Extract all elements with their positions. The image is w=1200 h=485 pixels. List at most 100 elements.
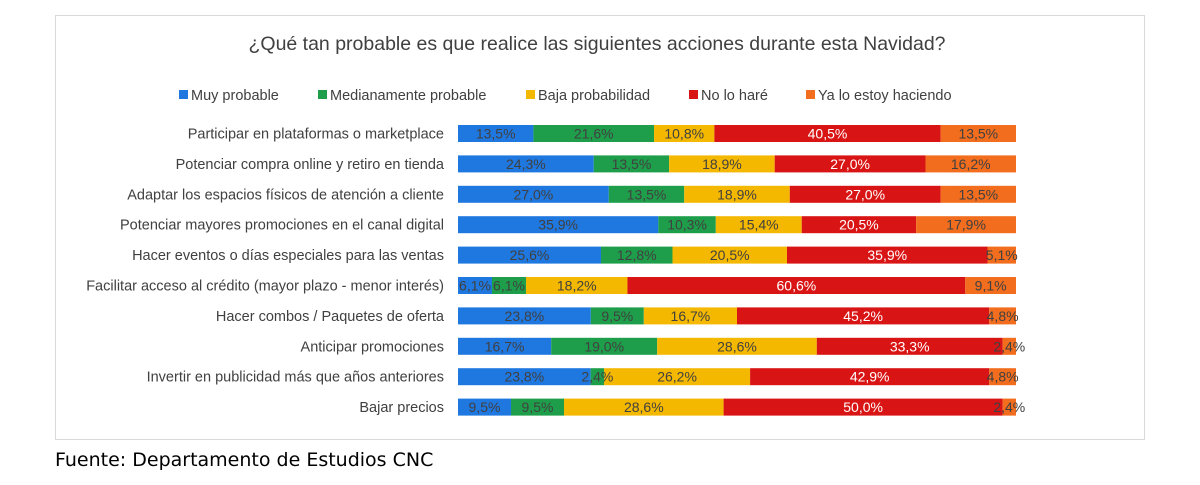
bar-segment-ya-lo-estoy-haciendo	[1002, 398, 1016, 416]
category-label: Hacer combos / Paquetes de oferta	[216, 309, 445, 325]
category-labels: Participar en plataformas o marketplace P…	[86, 127, 445, 417]
bar-segment-medianamente-probable	[533, 125, 655, 142]
bar-segment-medianamente-probable	[590, 307, 644, 325]
bar-segment-no-lo-hare	[789, 185, 941, 203]
data-label: 2,4%	[993, 338, 1025, 354]
stacked-bar-chart: ¿Qué tan probable es que realice las sig…	[86, 33, 1025, 417]
bar-segment-baja-probabilidad	[657, 337, 817, 355]
data-label: 2,4%	[993, 399, 1025, 415]
bar-labels: 13,5% 21,6% 10,8% 40,5% 13,5% 24,3% 13,5% 18,9%…	[459, 126, 1025, 416]
bar-segment-baja-probabilidad	[643, 307, 737, 325]
bar-segment-muy-probable	[458, 277, 493, 294]
data-label: 60,6%	[777, 278, 817, 294]
data-label: 17,9%	[946, 217, 986, 233]
data-label: 21,6%	[574, 126, 614, 142]
bar-segment-no-lo-hare	[816, 337, 1003, 355]
data-label: 9,1%	[975, 278, 1007, 294]
bar-segment-ya-lo-estoy-haciendo	[989, 307, 1016, 325]
legend-label-medianamente-probable: Medianamente probable	[330, 88, 486, 104]
bar-segment-baja-probabilidad	[654, 125, 715, 142]
category-label: Facilitar acceso al crédito (mayor plazo…	[86, 279, 444, 295]
category-label: Potenciar mayores promociones en el cana…	[120, 218, 444, 234]
legend-label-baja-probabilidad: Baja probabilidad	[538, 88, 650, 104]
bar-segment-medianamente-probable	[511, 398, 565, 416]
data-label: 33,3%	[890, 338, 930, 354]
data-label: 16,7%	[485, 338, 525, 354]
bar-segment-no-lo-hare	[786, 246, 988, 264]
bar-segment-medianamente-probable	[600, 246, 673, 264]
legend-swatch-no-lo-hare	[689, 90, 698, 99]
bar-segment-muy-probable	[458, 398, 512, 416]
bar-segment-medianamente-probable	[590, 368, 605, 386]
data-label: 13,5%	[958, 126, 998, 142]
data-label: 27,0%	[830, 156, 870, 172]
category-label: Participar en plataformas o marketplace	[188, 127, 444, 143]
data-label: 10,8%	[664, 126, 704, 142]
data-label: 45,2%	[843, 308, 883, 324]
bar-segment-no-lo-hare	[737, 307, 990, 325]
bar-segment-no-lo-hare	[774, 155, 926, 173]
bar-segment-muy-probable	[458, 368, 591, 386]
bar-segment-ya-lo-estoy-haciendo	[989, 368, 1016, 386]
legend-swatch-medianamente-probable	[318, 90, 327, 99]
data-label: 50,0%	[843, 399, 883, 415]
data-label: 23,8%	[504, 369, 544, 385]
data-label: 27,0%	[514, 186, 554, 202]
data-label: 2,4%	[581, 369, 613, 385]
bar-segment-ya-lo-estoy-haciendo	[916, 216, 1016, 234]
legend: Muy probable Medianamente probable Baja pr…	[179, 88, 952, 104]
chart-title: ¿Qué tan probable es que realice las sig…	[248, 33, 945, 55]
bar-segment-baja-probabilidad	[672, 246, 787, 264]
data-label: 13,5%	[476, 126, 516, 142]
data-label: 18,9%	[702, 156, 742, 172]
category-label: Invertir en publicidad más que años ante…	[147, 370, 444, 386]
bar-segment-ya-lo-estoy-haciendo	[940, 185, 1016, 203]
bar-segment-no-lo-hare	[714, 125, 941, 142]
legend-label-ya-lo-estoy-haciendo: Ya lo estoy haciendo	[818, 88, 952, 104]
data-label: 42,9%	[850, 369, 890, 385]
bar-segment-baja-probabilidad	[715, 216, 802, 234]
data-label: 15,4%	[739, 217, 779, 233]
bars	[458, 125, 1016, 416]
data-label: 9,5%	[522, 399, 554, 415]
bar-segment-ya-lo-estoy-haciendo	[965, 277, 1016, 294]
legend-swatch-ya-lo-estoy-haciendo	[806, 90, 815, 99]
data-label: 19,0%	[584, 338, 624, 354]
data-label: 25,6%	[510, 247, 550, 263]
category-label: Anticipar promociones	[301, 339, 444, 355]
bar-segment-baja-probabilidad	[684, 185, 790, 203]
bar-segment-muy-probable	[458, 246, 601, 264]
legend-label-muy-probable: Muy probable	[191, 88, 279, 104]
bar-segment-medianamente-probable	[492, 277, 527, 294]
bar-segment-baja-probabilidad	[564, 398, 724, 416]
bar-segment-muy-probable	[458, 307, 591, 325]
bar-segment-medianamente-probable	[551, 337, 658, 355]
data-label: 28,6%	[717, 338, 757, 354]
data-label: 13,5%	[627, 186, 667, 202]
category-label: Potenciar compra online y retiro en tien…	[176, 157, 445, 173]
category-label: Bajar precios	[359, 400, 444, 416]
category-label: Adaptar los espacios físicos de atención…	[127, 187, 444, 203]
data-label: 35,9%	[538, 217, 578, 233]
legend-label-no-lo-hare: No lo haré	[701, 88, 768, 104]
data-label: 18,2%	[557, 278, 597, 294]
data-label: 16,2%	[951, 156, 991, 172]
bar-segment-no-lo-hare	[750, 368, 990, 386]
bar-segment-baja-probabilidad	[669, 155, 775, 173]
data-label: 13,5%	[612, 156, 652, 172]
data-label: 27,0%	[845, 186, 885, 202]
bar-segment-muy-probable	[458, 125, 534, 142]
category-label: Hacer eventos o días especiales para las…	[132, 248, 444, 264]
bar-segment-no-lo-hare	[627, 277, 966, 294]
legend-swatch-muy-probable	[179, 90, 188, 99]
data-label: 20,5%	[839, 217, 879, 233]
data-label: 35,9%	[867, 247, 907, 263]
bar-segment-baja-probabilidad	[604, 368, 751, 386]
data-label: 4,8%	[987, 369, 1019, 385]
bar-segment-baja-probabilidad	[526, 277, 628, 294]
bar-segment-no-lo-hare	[723, 398, 1003, 416]
legend-swatch-baja-probabilidad	[526, 90, 535, 99]
data-label: 24,3%	[506, 156, 546, 172]
bar-segment-muy-probable	[458, 155, 594, 173]
data-label: 20,5%	[710, 247, 750, 263]
